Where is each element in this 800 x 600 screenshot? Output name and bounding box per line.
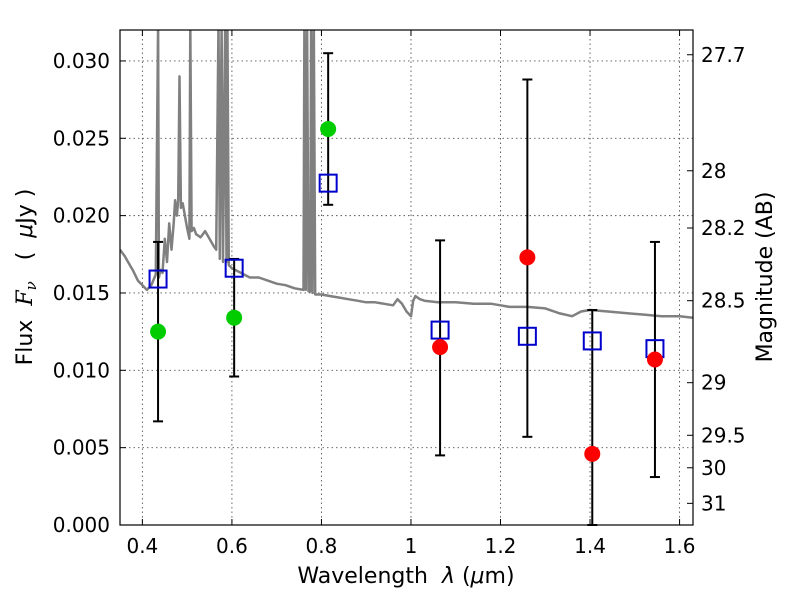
- marker-layer: [148, 52, 665, 526]
- x-tick-label: 1: [405, 534, 418, 558]
- y2-tick-label: 30: [701, 456, 726, 480]
- nondetection-point-red: [519, 249, 536, 266]
- nondetection-point-red: [584, 445, 601, 462]
- detection-point-green: [226, 309, 243, 326]
- model-sed-line: [120, 30, 693, 319]
- y2-axis-label: Magnitude (AB): [753, 192, 778, 363]
- nondetection-point-red: [646, 351, 663, 368]
- model-photometry-square: [517, 326, 537, 346]
- model-photometry-square: [582, 331, 602, 351]
- y-tick-label: 0.030: [53, 49, 110, 73]
- model-photometry-square: [224, 258, 244, 278]
- y2-tick-label: 27.7: [701, 43, 746, 67]
- y2-tick-label: 29: [701, 371, 726, 395]
- x-tick-label: 0.6: [216, 534, 248, 558]
- x-tick-label: 1.4: [574, 534, 606, 558]
- y-tick-label: 0.020: [53, 204, 110, 228]
- y2-tick-label: 29.5: [701, 423, 746, 447]
- plot-background: [120, 30, 693, 525]
- x-tick-label: 1.2: [485, 534, 517, 558]
- detection-point-green: [150, 323, 167, 340]
- nondetection-point-red: [432, 339, 449, 356]
- plot-frame: [119, 29, 694, 526]
- x-tick-label: 1.6: [664, 534, 696, 558]
- y-tick-label: 0.015: [53, 281, 110, 305]
- y-axis-label: Flux Fν ( μJy ): [13, 189, 40, 366]
- axes: 0.4 0.6 0.8 1 1.2 1.4 1.6 0.000 0.005 0.010 0.015 0…: [53, 30, 746, 558]
- model-photometry-square: [318, 173, 338, 193]
- y2-tick-label: 28: [701, 159, 726, 183]
- y2-tick-label: 28.5: [701, 289, 746, 313]
- data-layer: [120, 30, 693, 319]
- model-photometry-square: [148, 269, 168, 289]
- y2-tick-label: 28.2: [701, 216, 746, 240]
- y-tick-label: 0.010: [53, 358, 110, 382]
- x-tick-label: 0.8: [306, 534, 338, 558]
- detection-point-green: [320, 121, 337, 137]
- y2-tick-label: 31: [701, 491, 726, 515]
- x-axis-label: Wavelength λ (μm): [297, 564, 514, 589]
- y-tick-label: 0.025: [53, 126, 110, 150]
- y-tick-label: 0.005: [53, 436, 110, 460]
- y-tick-label: 0.000: [53, 513, 110, 537]
- model-photometry-square: [430, 320, 450, 340]
- x-tick-label: 0.4: [126, 534, 158, 558]
